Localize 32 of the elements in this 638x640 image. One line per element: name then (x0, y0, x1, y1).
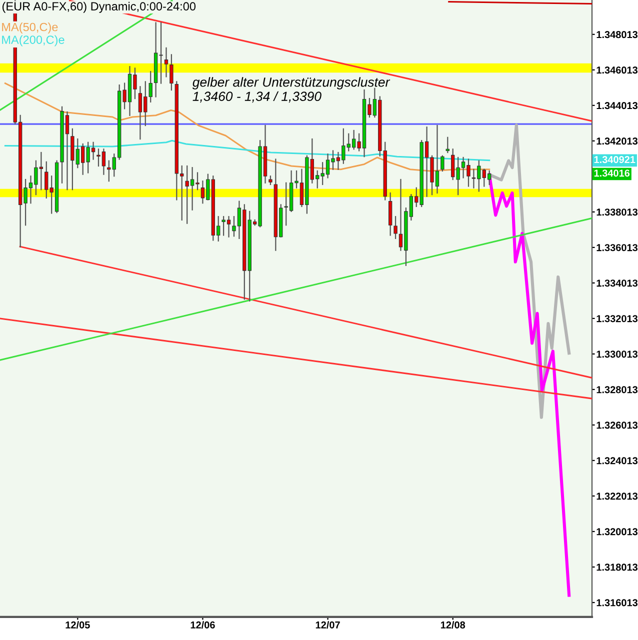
annotation: gelber alter Unterstützungscluster 1,3460 - 1,34 / 1,3390 (192, 77, 390, 103)
candlestick (446, 136, 450, 154)
text: 1.340921 (594, 156, 636, 164)
y-tick-label: 1.316013 (596, 599, 638, 606)
candlestick (394, 216, 398, 239)
x-tick-label: 12/07 (316, 621, 340, 629)
y-tick-label: 1.336013 (596, 244, 638, 252)
y-tick-label: 1.328013 (596, 386, 638, 394)
y-tick-label: 1.330013 (596, 350, 638, 358)
y-tick-label: 1.332013 (596, 315, 638, 322)
chart-title: (EUR A0-FX,60) Dynamic,0:00-24:00 (2, 2, 196, 13)
x-tick-label: 12/08 (440, 621, 466, 629)
y-tick-label: 1.318013 (596, 564, 638, 571)
x-tick-label: 12/05 (66, 621, 90, 629)
candlestick (388, 192, 392, 236)
y-tick-label: 1.334013 (596, 280, 638, 287)
y-tick-label: 1.344013 (596, 102, 638, 110)
text: 1.34016 (594, 170, 630, 177)
text: MA(50,C)e (2, 22, 58, 34)
text: MA(200,C)e (2, 35, 64, 46)
candlestick (164, 47, 168, 78)
x-tick-label: 12/06 (190, 621, 215, 629)
y-tick-label: 1.326013 (596, 422, 638, 429)
y-tick-label: 1.338013 (596, 208, 638, 216)
y-tick-label: 1.324013 (596, 457, 638, 464)
y-tick-label: 1.348013 (596, 31, 638, 38)
y-tick-label: 1.346013 (596, 66, 638, 74)
y-tick-label: 1.342013 (596, 138, 638, 145)
candlestick (170, 54, 174, 91)
y-tick-label: 1.320013 (596, 528, 638, 536)
y-tick-label: 1.322013 (596, 492, 638, 500)
candlestick (440, 155, 444, 172)
